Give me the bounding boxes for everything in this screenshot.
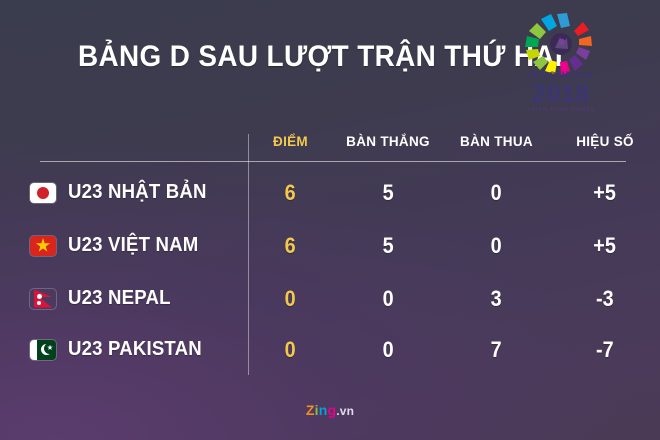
goal-difference-value: +5 — [593, 232, 617, 258]
watermark-letter-n: n — [318, 402, 328, 418]
goals-for-cell: 0 — [333, 286, 443, 312]
column-divider-line — [248, 134, 249, 375]
points-value: 0 — [284, 336, 297, 362]
points-cell: 0 — [248, 286, 333, 312]
header-cell-goals-for: BÀN THẮNG — [333, 133, 443, 151]
goal-difference-value: -3 — [596, 285, 614, 311]
points-cell: 6 — [248, 233, 333, 259]
logo-year-label: 2018 — [532, 80, 590, 108]
goal-difference-cell: -3 — [550, 286, 660, 312]
goals-for-value: 5 — [382, 179, 394, 205]
goal-difference-cell: -7 — [550, 337, 660, 363]
standings-table: ĐIỂM BÀN THẮNG BÀN THUA HIỆU SỐ U23 NHẬT… — [0, 122, 660, 369]
table-row: U23 VIỆT NAM 6 5 0 +5 — [0, 226, 660, 265]
zing-watermark: Zing.vn — [0, 402, 660, 418]
header-divider-line — [40, 161, 626, 162]
logo-country-label: INDONESIA — [527, 70, 595, 81]
header-label-goals-for: BÀN THẮNG — [346, 133, 430, 149]
header-label-goal-difference: HIỆU SỐ — [576, 133, 634, 149]
goals-against-value: 0 — [490, 232, 503, 258]
goals-against-value: 3 — [490, 285, 503, 311]
table-header-row: ĐIỂM BÀN THẮNG BÀN THUA HIỆU SỐ — [0, 122, 660, 161]
goals-against-cell: 3 — [443, 286, 550, 312]
watermark-letter-i: i — [314, 402, 319, 418]
team-name-label: U23 NHẬT BẢN — [68, 181, 207, 203]
team-cell: U23 PAKISTAN — [0, 338, 248, 361]
points-cell: 0 — [248, 337, 333, 363]
header-cell-points: ĐIỂM — [248, 133, 333, 151]
header-label-goals-against: BÀN THUA — [460, 133, 533, 149]
goal-difference-value: +5 — [593, 179, 617, 205]
header-label-points: ĐIỂM — [273, 133, 308, 149]
nepal-flag — [30, 289, 56, 309]
goals-against-value: 0 — [490, 179, 503, 205]
team-cell: U23 NHẬT BẢN — [0, 181, 248, 204]
points-value: 0 — [284, 285, 297, 311]
page-title: BẢNG D SAU LƯỢT TRẬN THỨ HAI — [78, 40, 564, 73]
goals-for-cell: 5 — [333, 233, 443, 259]
header-cell-goal-difference: HIỆU SỐ — [550, 133, 660, 151]
points-value: 6 — [284, 179, 297, 205]
asian-para-games-2018-logo: INDONESIA 2018 ASIAN PARA GAMES — [514, 8, 608, 113]
team-name-label: U23 VIỆT NAM — [68, 234, 199, 256]
goals-for-value: 0 — [382, 336, 394, 362]
goals-for-cell: 5 — [333, 180, 443, 206]
watermark-letter-z: Z — [305, 402, 315, 418]
goals-for-cell: 0 — [333, 337, 443, 363]
pakistan-flag — [30, 339, 56, 360]
goals-for-value: 5 — [382, 232, 394, 258]
japan-flag — [30, 182, 56, 203]
goals-against-cell: 0 — [443, 233, 550, 259]
logo-subtitle-label: ASIAN PARA GAMES — [526, 107, 596, 113]
goals-for-value: 0 — [382, 285, 394, 311]
team-name-label: U23 PAKISTAN — [68, 338, 202, 360]
goal-difference-cell: +5 — [550, 233, 660, 259]
header-cell-goals-against: BÀN THUA — [443, 133, 550, 151]
table-row: U23 NEPAL 0 0 3 -3 — [0, 279, 660, 318]
points-value: 6 — [284, 232, 297, 258]
watermark-domain: .vn — [336, 404, 355, 418]
goals-against-cell: 7 — [443, 337, 550, 363]
goals-against-cell: 0 — [443, 180, 550, 206]
table-row: U23 PAKISTAN 0 0 7 -7 — [0, 330, 660, 369]
para-games-emblem-icon — [525, 13, 592, 75]
team-name-label: U23 NEPAL — [68, 287, 171, 309]
goals-against-value: 7 — [490, 336, 503, 362]
points-cell: 6 — [248, 180, 333, 206]
goal-difference-value: -7 — [596, 336, 614, 362]
goal-difference-cell: +5 — [550, 180, 660, 206]
watermark-letter-g: g — [327, 402, 337, 418]
team-cell: U23 NEPAL — [0, 287, 248, 310]
logo-text-block: INDONESIA 2018 ASIAN PARA GAMES — [514, 70, 608, 113]
team-cell: U23 VIỆT NAM — [0, 234, 248, 257]
table-row: U23 NHẬT BẢN 6 5 0 +5 — [0, 173, 660, 212]
vietnam-flag — [30, 235, 56, 256]
